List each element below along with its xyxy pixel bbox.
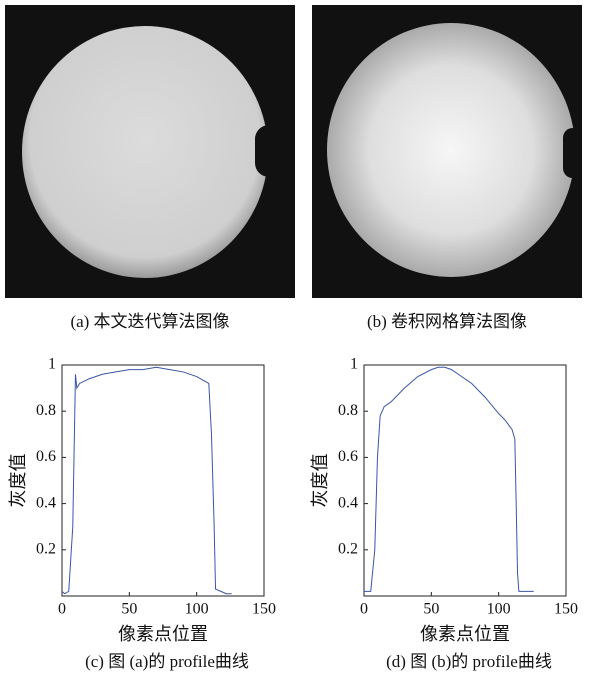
y-tick-label: 0.6 <box>338 448 358 465</box>
x-tick-label: 50 <box>121 601 137 618</box>
y-tick-label: 0.4 <box>36 494 56 511</box>
figure: (a) 本文迭代算法图像 (b) 卷积网格算法图像 0.20.40.60.810… <box>0 0 589 680</box>
chart-caption: (d) 图 (b)的 profile曲线 <box>386 652 552 671</box>
x-tick-label: 0 <box>58 601 66 618</box>
x-tick-label: 100 <box>487 601 511 618</box>
x-tick-label: 100 <box>185 601 209 618</box>
y-tick-label: 0.2 <box>338 540 358 557</box>
image-caption: (b) 卷积网格算法图像 <box>367 312 527 331</box>
y-tick-label: 1 <box>48 356 56 373</box>
plot-frame <box>364 365 566 596</box>
image-caption: (a) 本文迭代算法图像 <box>70 312 229 331</box>
chart-caption: (c) 图 (a)的 profile曲线 <box>85 652 249 671</box>
line <box>364 367 534 591</box>
plot-frame <box>62 365 264 596</box>
y-tick-label: 0.8 <box>36 402 56 419</box>
x-tick-label: 150 <box>252 601 276 618</box>
x-axis-label: 像素点位置 <box>420 624 510 644</box>
x-tick-label: 0 <box>360 601 368 618</box>
image-a <box>5 5 295 298</box>
y-axis-label: 灰度值 <box>310 454 330 508</box>
x-tick-label: 150 <box>554 601 578 618</box>
y-tick-label: 0.2 <box>36 540 56 557</box>
image-b <box>312 5 582 298</box>
y-tick-label: 0.8 <box>338 402 358 419</box>
x-axis-label: 像素点位置 <box>118 624 208 644</box>
y-axis-label: 灰度值 <box>8 454 28 508</box>
x-tick-label: 50 <box>423 601 439 618</box>
y-tick-label: 0.6 <box>36 448 56 465</box>
line <box>62 367 232 593</box>
y-tick-label: 1 <box>350 356 358 373</box>
y-tick-label: 0.4 <box>338 494 358 511</box>
